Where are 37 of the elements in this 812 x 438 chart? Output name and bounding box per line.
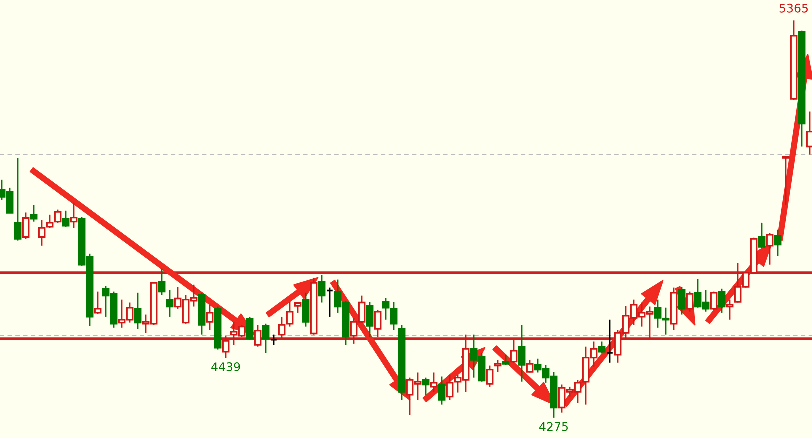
candlestick <box>158 268 166 296</box>
candlestick <box>302 292 310 328</box>
candlestick <box>422 377 430 396</box>
candlestick <box>438 376 446 406</box>
candlestick <box>486 365 494 388</box>
candlestick <box>166 289 174 318</box>
annotation: 4439 <box>212 362 240 372</box>
candlestick <box>62 210 70 228</box>
candlestick <box>726 299 734 321</box>
candlestick <box>494 359 502 373</box>
annotation: 4275 <box>540 422 568 432</box>
candlestick <box>366 301 374 338</box>
candlestick <box>134 292 142 330</box>
candlestick <box>206 304 214 331</box>
candlestick <box>718 288 726 314</box>
candlestick <box>782 156 790 206</box>
annotation: 5365 <box>780 4 808 13</box>
candlestick <box>606 319 614 364</box>
candlestick <box>94 291 102 315</box>
candlestick <box>518 324 526 383</box>
candlestick <box>270 334 278 346</box>
candlestick <box>766 232 774 266</box>
candlestick <box>14 158 22 242</box>
candlestick <box>430 372 438 393</box>
candlestick <box>30 204 38 223</box>
candlestick <box>758 222 766 249</box>
candlestick <box>326 287 334 318</box>
candlestick <box>526 359 534 374</box>
candlestick <box>318 274 326 304</box>
candlestick <box>774 229 782 257</box>
candlestick <box>70 202 78 229</box>
candlestick <box>262 323 270 354</box>
candlestick <box>294 301 302 314</box>
candlestick <box>246 316 254 341</box>
candlestick <box>686 291 694 313</box>
candlestick <box>678 286 686 316</box>
candlestick <box>22 212 30 240</box>
